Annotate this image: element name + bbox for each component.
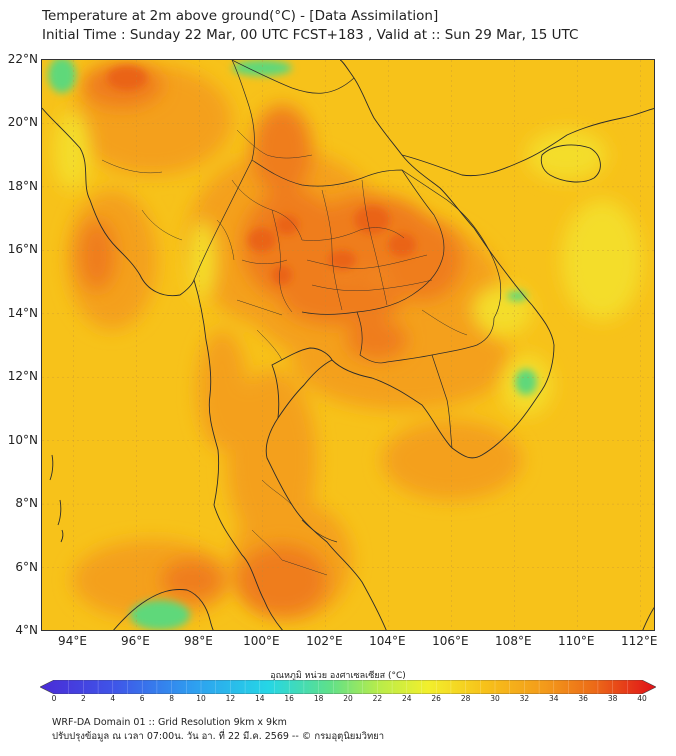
gulf-of-thailand-north [271, 347, 333, 419]
lon-label: 110°E [558, 634, 595, 648]
lon-label: 94°E [58, 634, 87, 648]
colorbar-tick-label: 28 [460, 694, 471, 703]
colorbar-tick-label: 36 [578, 694, 588, 703]
colorbar-tick-label: 0 [51, 694, 57, 703]
temperature-map [41, 59, 655, 631]
hottest-temperature-zones [107, 66, 416, 285]
province-line-4 [321, 189, 343, 311]
province-line-17 [101, 159, 163, 174]
lon-label: 102°E [306, 634, 343, 648]
borneo-coast [642, 606, 654, 630]
myanmar-coast [42, 107, 220, 506]
colorbar [39, 679, 657, 695]
laos-vietnam-border [401, 169, 502, 319]
lon-label: 106°E [432, 634, 469, 648]
lon-label: 96°E [121, 634, 150, 648]
province-line-18 [421, 309, 468, 336]
footer-line-1: WRF-DA Domain 01 :: Grid Resolution 9km … [52, 717, 287, 728]
colorbar-tick-label: 14 [255, 694, 265, 703]
colorbar-tick-label: 38 [607, 694, 618, 703]
lat-label: 22°N [7, 52, 38, 66]
lon-label: 100°E [243, 634, 280, 648]
malay-peninsula-east [265, 359, 387, 630]
thailand-cambodia-border [356, 311, 495, 364]
province-line-7 [236, 299, 283, 316]
sumatra-coast [113, 589, 214, 630]
lat-label: 6°N [15, 559, 38, 574]
colorbar-graphic [39, 679, 657, 695]
hainan-island [540, 144, 601, 183]
thailand-malaysia-border [301, 519, 338, 543]
colorbar-tick-label: 34 [549, 694, 559, 703]
footer: WRF-DA Domain 01 :: Grid Resolution 9km … [52, 716, 384, 744]
graticule [42, 60, 654, 630]
colorbar-tick-label: 22 [372, 694, 383, 703]
lat-label: 16°N [7, 242, 38, 257]
lon-label: 104°E [369, 634, 406, 648]
lat-label: 18°N [7, 178, 38, 193]
cambodia-vietnam-border [431, 354, 453, 449]
province-line-8 [256, 329, 283, 361]
province-line-11 [236, 129, 313, 159]
province-line-6 [241, 259, 288, 264]
lon-label: 98°E [183, 634, 213, 648]
colorbar-tick-label: 10 [196, 694, 206, 703]
colorbar-tick-label: 16 [284, 694, 294, 703]
lat-label: 8°N [15, 496, 38, 511]
colorbar-tick-label: 26 [431, 694, 441, 703]
colorbar-tick-label: 4 [110, 694, 116, 703]
province-line-9 [306, 254, 428, 269]
lat-label: 10°N [7, 432, 38, 447]
south-china-coast [401, 108, 654, 177]
map-canvas [42, 60, 654, 630]
colorbar-tick-label: 20 [343, 694, 353, 703]
colorbar-tick-label: 40 [637, 694, 647, 703]
malay-peninsula-west [213, 504, 283, 630]
lat-label: 12°N [7, 369, 38, 384]
lat-label: 14°N [7, 305, 38, 320]
province-line-2 [271, 209, 293, 313]
andaman-islands-1 [49, 454, 54, 481]
country-borders [193, 60, 502, 543]
lon-label: 108°E [495, 634, 532, 648]
colorbar-tick-label: 18 [313, 694, 324, 703]
province-line-15 [281, 559, 328, 576]
lat-label: 4°N [15, 623, 38, 637]
title-line-2: Initial Time : Sunday 22 Mar, 00 UTC FCS… [42, 27, 579, 43]
colorbar-tick-label: 6 [139, 694, 145, 703]
footer-line-2: ปรับปรุงข้อมูล ณ เวลา 07:00น. วัน อา. ที… [52, 731, 385, 742]
province-line-10 [311, 279, 433, 291]
thailand-laos-border [251, 159, 445, 315]
title-line-1: Temperature at 2m above ground(°C) - [Da… [42, 8, 439, 24]
colorbar-tick-label: 12 [225, 694, 236, 703]
andaman-islands-2 [57, 499, 62, 526]
cold-temperature-zones [48, 60, 537, 630]
andaman-islands-3 [60, 529, 64, 543]
china-border [231, 60, 355, 94]
colorbar-tick-label: 2 [81, 694, 86, 703]
province-line-13 [261, 479, 293, 506]
lat-label: 20°N [7, 115, 38, 130]
colorbar-tick-labels: 0 2 4 6 8 10 12 14 16 18 20 22 24 26 28 30 32 34 36 38 40 [0, 694, 676, 706]
province-line-14 [251, 529, 283, 561]
lon-label: 112°E [621, 634, 658, 648]
colorbar-tick-label: 32 [519, 694, 530, 703]
map-title: Temperature at 2m above ground(°C) - [Da… [42, 7, 578, 45]
coastlines-and-borders [42, 60, 654, 630]
colorbar-tick-label: 8 [169, 694, 174, 703]
province-borders [101, 129, 468, 576]
province-line-16 [141, 209, 183, 241]
province-line-5 [361, 179, 388, 306]
colorbar-segments [68, 680, 628, 694]
colorbar-title: อุณหภูมิ หน่วย องศาเซลเซียส (°C) [270, 671, 406, 681]
province-line-12 [216, 219, 235, 261]
cambodia-vietnam-coast [339, 60, 555, 459]
province-line-3 [301, 227, 405, 241]
colorbar-tick-label: 24 [402, 694, 412, 703]
colorbar-tick-label: 30 [490, 694, 500, 703]
